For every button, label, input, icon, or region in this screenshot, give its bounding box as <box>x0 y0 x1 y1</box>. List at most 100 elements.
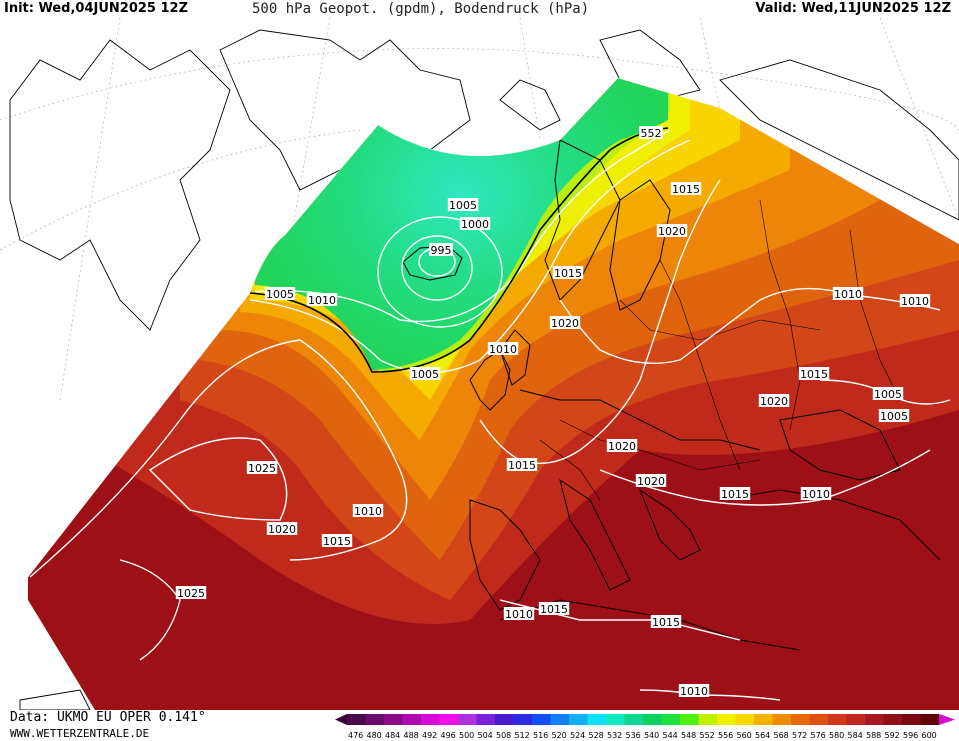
isobar-label: 1010 <box>306 293 338 307</box>
colorbar-tick-label: 492 <box>422 731 437 740</box>
colorbar-tick-label: 508 <box>496 731 511 740</box>
colorbar-swatch <box>365 714 385 725</box>
isobar-label-text: 1015 <box>554 267 582 280</box>
isobar-label: 995 <box>429 243 453 257</box>
colorbar-swatch <box>809 714 829 725</box>
colorbar-swatch <box>754 714 773 725</box>
colorbar-swatch <box>772 714 792 725</box>
isobar-label: 1015 <box>719 487 751 501</box>
colorbar-tick-label: 564 <box>755 731 770 740</box>
isobar-label: 1020 <box>266 522 298 536</box>
colorbar-tick-label: 528 <box>589 731 604 740</box>
isobar-label: 1015 <box>321 534 353 548</box>
website-label: WWW.WETTERZENTRALE.DE <box>10 727 150 740</box>
colorbar-tick-label: 532 <box>607 731 622 740</box>
colorbar: 476 480 484 488 492 496 500 504 508 512 516 520 524 5… <box>335 714 955 740</box>
colorbar-tick-label: 544 <box>663 731 678 740</box>
isobar-label-text: 1020 <box>760 395 788 408</box>
colorbar-swatch <box>735 714 755 725</box>
isobar-label-text: 995 <box>431 244 452 257</box>
isobar-labels: 1005 1010 1005 1000 995 552 1015 1020 1015 1020 10… <box>175 126 931 698</box>
isobar-label-text: 1015 <box>652 616 680 629</box>
colorbar-swatch <box>606 714 625 725</box>
colorbar-swatch <box>532 714 551 725</box>
colorbar-tick-label: 512 <box>515 731 530 740</box>
colorbar-swatch <box>495 714 514 725</box>
isobar-label-text: 1020 <box>637 475 665 488</box>
isobar-label: 1015 <box>538 602 570 616</box>
colorbar-tick-label: 524 <box>570 731 585 740</box>
colorbar-swatch <box>347 714 366 725</box>
colorbar-tick-label: 568 <box>774 731 789 740</box>
colorbar-tick-label: 596 <box>903 731 918 740</box>
colorbar-tick-label: 516 <box>533 731 548 740</box>
colorbar-left-arrow <box>335 714 347 725</box>
colorbar-tick-label: 520 <box>552 731 567 740</box>
isobar-label-text: 1000 <box>461 218 489 231</box>
init-time-label: Init: Wed,04JUN2025 12Z <box>4 1 189 16</box>
isobar-label: 1010 <box>800 487 832 501</box>
colorbar-tick-label: 584 <box>848 731 863 740</box>
isobar-label-text: 1020 <box>658 225 686 238</box>
colorbar-tick-label: 476 <box>348 731 363 740</box>
isobar-label-text: 1010 <box>505 608 533 621</box>
isobar-label: 1020 <box>758 394 790 408</box>
colorbar-tick-label: 588 <box>866 731 881 740</box>
colorbar-swatch <box>698 714 718 725</box>
colorbar-swatch <box>439 714 459 725</box>
isobar-label: 1015 <box>670 182 702 196</box>
colorbar-tick-label: 576 <box>811 731 826 740</box>
isobar-label-text: 1015 <box>323 535 351 548</box>
isobar-label: 1010 <box>352 504 384 518</box>
isobar-label-text: 1015 <box>672 183 700 196</box>
domain-border <box>27 77 959 578</box>
isobar-label: 1015 <box>650 615 682 629</box>
isobar-label-text: 1025 <box>177 587 205 600</box>
isobar-label-text: 1005 <box>880 410 908 423</box>
coastlines <box>402 139 941 651</box>
isobar-label: 1005 <box>264 287 296 301</box>
colorbar-tick-label: 496 <box>441 731 456 740</box>
isobar-label: 1020 <box>549 316 581 330</box>
isobar-label-text: 1015 <box>540 603 568 616</box>
isobar-label: 1015 <box>798 367 830 381</box>
isobar-label-text: 1015 <box>721 488 749 501</box>
colorbar-swatch <box>846 714 866 725</box>
isobar-label: 1005 <box>409 367 441 381</box>
colorbar-tick-label: 480 <box>367 731 382 740</box>
isobar-label: 1000 <box>459 217 491 231</box>
isobar-label-text: 1010 <box>308 294 336 307</box>
colorbar-swatch <box>513 714 533 725</box>
isobar-label: 1015 <box>506 458 538 472</box>
isobar-label: 1010 <box>487 342 519 356</box>
colorbar-swatch <box>458 714 477 725</box>
chart-title: 500 hPa Geopot. (gpdm), Bodendruck (hPa) <box>252 1 590 17</box>
isobar-label: 1025 <box>175 586 207 600</box>
colorbar-swatch <box>883 714 903 725</box>
colorbar-swatch <box>384 714 403 725</box>
weather-map: 1005 1010 1005 1000 995 552 1015 1020 1015 1020 10… <box>0 18 959 710</box>
colorbar-tick-label: 504 <box>478 731 493 740</box>
colorbar-swatch <box>550 714 570 725</box>
colorbar-tick-label: 592 <box>885 731 900 740</box>
colorbar-tick-label: 552 <box>700 731 715 740</box>
colorbar-swatch <box>624 714 644 725</box>
colorbar-tick-label: 488 <box>404 731 419 740</box>
valid-time-label: Valid: Wed,11JUN2025 12Z <box>755 1 951 16</box>
colorbar-swatch <box>920 714 940 725</box>
isobar-label-text: 1020 <box>551 317 579 330</box>
isobar-label: 1010 <box>832 287 864 301</box>
colorbar-swatch <box>421 714 440 725</box>
isobar-label-text: 1020 <box>268 523 296 536</box>
isobar-label-text: 1005 <box>874 388 902 401</box>
isobar-label: 1005 <box>447 198 479 212</box>
isobar-label-text: 1010 <box>901 295 929 308</box>
colorbar-swatch <box>865 714 884 725</box>
isobar-label-text: 1015 <box>800 368 828 381</box>
colorbar-swatch <box>791 714 810 725</box>
colorbar-right-arrow <box>939 714 955 725</box>
colorbar-swatch <box>587 714 607 725</box>
isobar-label-text: 1010 <box>802 488 830 501</box>
colorbar-tick-label: 540 <box>644 731 659 740</box>
colorbar-tick-label: 548 <box>681 731 696 740</box>
